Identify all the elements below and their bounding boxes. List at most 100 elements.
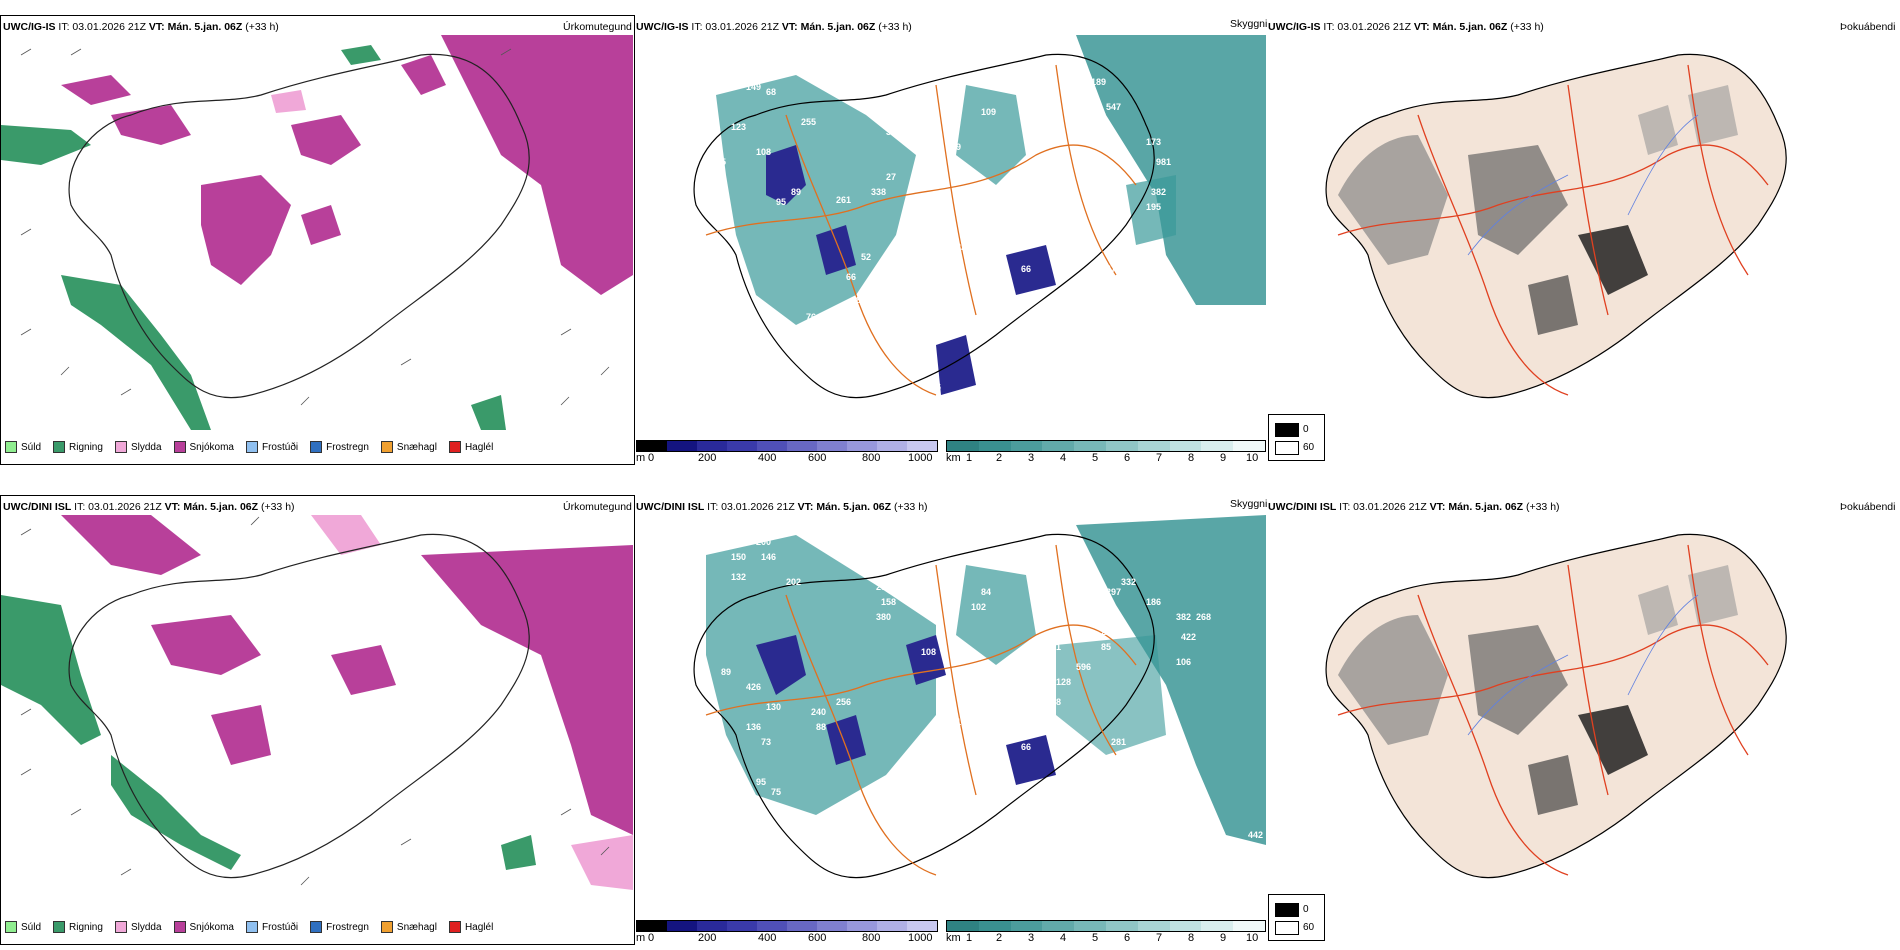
svg-text:197: 197 — [1096, 280, 1111, 290]
svg-text:133: 133 — [976, 207, 991, 217]
svg-text:84: 84 — [981, 587, 991, 597]
legend-swatch — [380, 441, 393, 453]
legend-item: Snæhagl — [380, 441, 437, 453]
legend-item: Frostúði — [245, 441, 298, 453]
scale-tick: 0 — [648, 932, 655, 944]
legend-swatch — [5, 441, 17, 453]
fog-scale-top: 0 60 — [1268, 414, 1325, 461]
svg-text:331: 331 — [1046, 642, 1061, 652]
svg-text:547: 547 — [1106, 102, 1121, 112]
svg-text:297: 297 — [1106, 587, 1121, 597]
legend-swatch — [53, 441, 66, 453]
svg-text:66: 66 — [1021, 742, 1031, 752]
scale-tick: 2 — [996, 452, 1003, 464]
svg-text:75: 75 — [771, 787, 781, 797]
legend-item: Frostregn — [310, 921, 369, 933]
legend-item: Frostúði — [245, 921, 298, 933]
fog-tick: 60 — [1303, 442, 1315, 453]
svg-text:128: 128 — [736, 807, 751, 817]
panel-title: UWC/DINI ISL IT: 03.01.2026 21Z VT: Mán.… — [1268, 501, 1560, 513]
svg-text:76: 76 — [806, 312, 816, 322]
svg-text:121: 121 — [1066, 57, 1081, 67]
svg-text:261: 261 — [1101, 777, 1116, 787]
scale-tick: 200 — [698, 932, 717, 944]
legend-swatch — [114, 441, 127, 453]
scale-tick: 600 — [808, 932, 827, 944]
legend-swatch — [310, 441, 323, 453]
scale-tick: 7 — [1156, 452, 1163, 464]
svg-text:200: 200 — [756, 537, 771, 547]
svg-text:100: 100 — [881, 272, 896, 282]
scale-tick: 1000 — [908, 932, 933, 944]
precip-legend: Súld Rigning Slydda Snjókoma Frostúði Fr… — [5, 441, 499, 453]
cloudbase-bar — [636, 440, 938, 452]
precip-panel-top: UWC/IG-IS IT: 03.01.2026 21Z VT: Mán. 5.… — [0, 0, 635, 470]
legend-item: Súld — [5, 441, 41, 453]
legend-swatch — [245, 921, 258, 933]
legend-swatch — [380, 921, 393, 933]
precip-type-title: Úrkomutegund — [563, 21, 632, 33]
legend-item: Súld — [5, 921, 41, 933]
svg-text:130: 130 — [926, 267, 941, 277]
fog-scale-bottom: 0 60 — [1268, 894, 1325, 941]
svg-text:89: 89 — [791, 187, 801, 197]
scale-tick: 600 — [808, 452, 827, 464]
panel-title: UWC/IG-IS IT: 03.01.2026 21Z VT: Mán. 5.… — [1268, 21, 1544, 33]
cloud-map: 121 189 547 357 423 173 981 382 195 149 … — [693, 35, 1266, 399]
legend-item: Slydda — [114, 441, 162, 453]
svg-text:91: 91 — [911, 387, 921, 397]
fog-swatch — [1275, 921, 1299, 935]
svg-text:102: 102 — [971, 602, 986, 612]
scale-tick: 800 — [862, 932, 881, 944]
svg-text:338: 338 — [871, 187, 886, 197]
cloud-panel-bottom: UWC/DINI ISL IT: 03.01.2026 21Z VT: Mán.… — [636, 480, 1268, 950]
fog-panel-bottom: UWC/DINI ISL IT: 03.01.2026 21Z VT: Mán.… — [1268, 480, 1900, 950]
svg-text:66: 66 — [1021, 264, 1031, 274]
svg-text:128: 128 — [1046, 697, 1061, 707]
svg-text:305: 305 — [1081, 577, 1096, 587]
scale-tick: 400 — [758, 452, 777, 464]
precip-frame — [0, 495, 635, 945]
cloudbase-scale-top: m 0 200 400 600 800 1000 — [636, 440, 938, 465]
svg-text:202: 202 — [786, 577, 801, 587]
precip-legend: Súld Rigning Slydda Snjókoma Frostúði Fr… — [5, 921, 499, 933]
svg-text:136: 136 — [746, 722, 761, 732]
scale-tick: 1000 — [908, 452, 933, 464]
scale-tick: 2 — [996, 932, 1003, 944]
legend-item: Snjókoma — [173, 441, 234, 453]
fog-map — [1325, 53, 1787, 399]
svg-text:108: 108 — [756, 147, 771, 157]
legend-swatch — [5, 921, 17, 933]
cloud-panel-label: Skyggni — [1230, 498, 1268, 510]
legend-swatch — [245, 441, 258, 453]
svg-text:105: 105 — [936, 857, 951, 867]
svg-text:67: 67 — [1061, 264, 1071, 274]
legend-swatch — [448, 441, 461, 453]
cloudbase-bar — [636, 920, 938, 932]
svg-text:130: 130 — [766, 702, 781, 712]
svg-text:36: 36 — [886, 127, 896, 137]
cloud-panel-label: Skyggni — [1230, 18, 1268, 30]
precip-frame — [0, 15, 635, 465]
fog-tick: 0 — [1303, 904, 1309, 915]
scale-tick: 1 — [966, 452, 973, 464]
visibility-bar — [946, 920, 1266, 932]
scale-tick: 8 — [1188, 452, 1195, 464]
svg-text:150: 150 — [731, 552, 746, 562]
svg-text:250: 250 — [1081, 562, 1096, 572]
svg-text:18: 18 — [916, 347, 926, 357]
cloudbase-scale-bottom: m 0 200 400 600 800 1000 — [636, 920, 938, 945]
svg-text:52: 52 — [861, 252, 871, 262]
fog-map — [1325, 533, 1787, 879]
cloud-map: 200 150 146 132 202 89 426 130 240 256 8… — [693, 515, 1266, 879]
scale-tick: 6 — [1124, 452, 1131, 464]
svg-text:95: 95 — [756, 777, 766, 787]
scale-tick: 9 — [1220, 932, 1227, 944]
svg-text:34: 34 — [796, 347, 806, 357]
cloud-panel-top: UWC/IG-IS IT: 03.01.2026 21Z VT: Mán. 5.… — [636, 0, 1268, 470]
svg-text:229: 229 — [1101, 627, 1116, 637]
svg-text:382: 382 — [1151, 187, 1166, 197]
scale-tick: 5 — [1092, 932, 1099, 944]
legend-swatch — [53, 921, 66, 933]
svg-text:442: 442 — [1248, 830, 1263, 840]
